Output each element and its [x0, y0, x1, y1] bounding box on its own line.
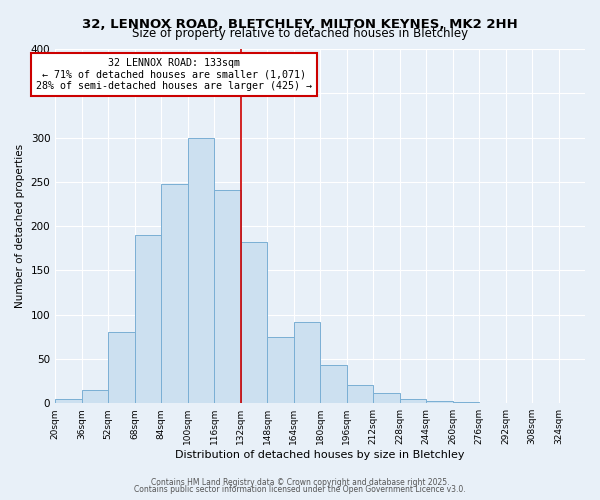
Bar	[347, 384, 373, 403]
Text: Contains public sector information licensed under the Open Government Licence v3: Contains public sector information licen…	[134, 486, 466, 494]
Bar	[373, 394, 400, 403]
Bar	[214, 190, 241, 403]
X-axis label: Distribution of detached houses by size in Bletchley: Distribution of detached houses by size …	[175, 450, 465, 460]
Bar	[293, 322, 320, 403]
Text: 32 LENNOX ROAD: 133sqm
← 71% of detached houses are smaller (1,071)
28% of semi-: 32 LENNOX ROAD: 133sqm ← 71% of detached…	[37, 58, 313, 91]
Bar	[55, 399, 82, 403]
Bar	[452, 402, 479, 403]
Bar	[161, 184, 188, 403]
Text: Contains HM Land Registry data © Crown copyright and database right 2025.: Contains HM Land Registry data © Crown c…	[151, 478, 449, 487]
Bar	[400, 399, 426, 403]
Bar	[108, 332, 134, 403]
Bar	[267, 337, 293, 403]
Bar	[134, 235, 161, 403]
Bar	[82, 390, 108, 403]
Bar	[426, 402, 452, 403]
Bar	[320, 365, 347, 403]
Bar	[188, 138, 214, 403]
Y-axis label: Number of detached properties: Number of detached properties	[15, 144, 25, 308]
Text: Size of property relative to detached houses in Bletchley: Size of property relative to detached ho…	[132, 28, 468, 40]
Text: 32, LENNOX ROAD, BLETCHLEY, MILTON KEYNES, MK2 2HH: 32, LENNOX ROAD, BLETCHLEY, MILTON KEYNE…	[82, 18, 518, 30]
Bar	[241, 242, 267, 403]
